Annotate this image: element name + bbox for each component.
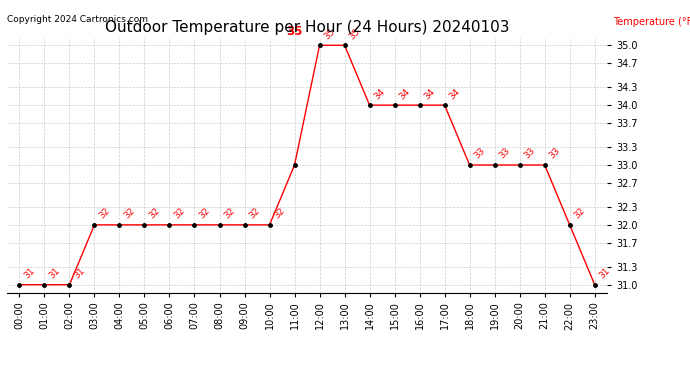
Text: 32: 32 bbox=[573, 206, 587, 221]
Text: 33: 33 bbox=[522, 146, 537, 161]
Text: 32: 32 bbox=[273, 206, 287, 221]
Text: 33: 33 bbox=[473, 146, 487, 161]
Text: 31: 31 bbox=[598, 266, 612, 280]
Text: 32: 32 bbox=[97, 206, 112, 221]
Text: 34: 34 bbox=[397, 87, 412, 101]
Text: 31: 31 bbox=[47, 266, 61, 280]
Text: 32: 32 bbox=[222, 206, 237, 221]
Text: 32: 32 bbox=[247, 206, 262, 221]
Text: 31: 31 bbox=[72, 266, 87, 280]
Text: 34: 34 bbox=[373, 87, 387, 101]
Text: 35: 35 bbox=[286, 26, 303, 38]
Text: 34: 34 bbox=[447, 87, 462, 101]
Text: 32: 32 bbox=[172, 206, 187, 221]
Text: 32: 32 bbox=[197, 206, 212, 221]
Text: Copyright 2024 Cartronics.com: Copyright 2024 Cartronics.com bbox=[7, 15, 148, 24]
Text: Temperature (°F): Temperature (°F) bbox=[613, 17, 690, 27]
Text: 33: 33 bbox=[497, 146, 512, 161]
Text: 34: 34 bbox=[422, 87, 437, 101]
Text: 33: 33 bbox=[547, 146, 562, 161]
Text: 32: 32 bbox=[122, 206, 137, 221]
Title: Outdoor Temperature per Hour (24 Hours) 20240103: Outdoor Temperature per Hour (24 Hours) … bbox=[105, 20, 509, 35]
Text: 31: 31 bbox=[22, 266, 37, 280]
Text: 35: 35 bbox=[347, 27, 362, 41]
Text: 32: 32 bbox=[147, 206, 161, 221]
Text: 35: 35 bbox=[322, 27, 337, 41]
